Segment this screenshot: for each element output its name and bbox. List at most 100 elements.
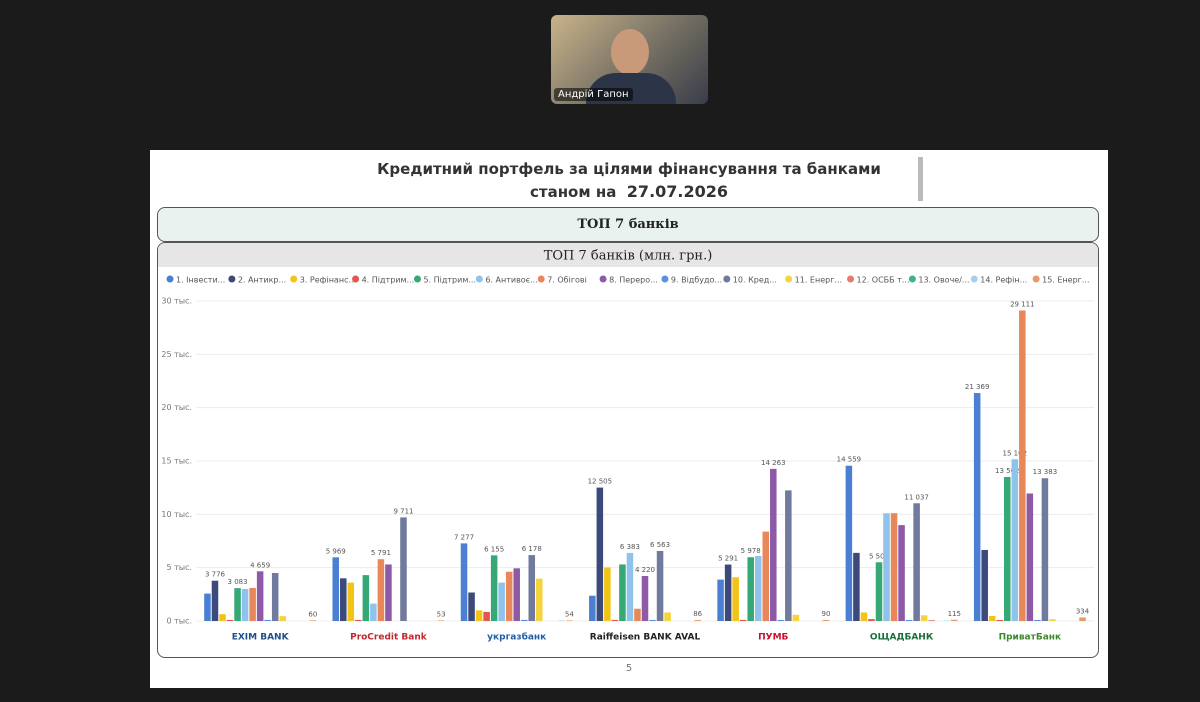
bar bbox=[1019, 310, 1026, 621]
legend-label: 10. Кред... bbox=[733, 276, 777, 285]
legend-swatch bbox=[847, 275, 855, 283]
bar bbox=[256, 571, 264, 621]
bar bbox=[920, 615, 928, 621]
data-label: 15 162 bbox=[1003, 449, 1028, 457]
chart-header bbox=[158, 243, 1098, 267]
bar bbox=[332, 557, 340, 621]
slide: Кредитний портфель за цілями фінансуванн… bbox=[150, 150, 1108, 688]
legend-swatch bbox=[352, 275, 360, 283]
bar bbox=[566, 620, 573, 621]
bar bbox=[754, 555, 762, 621]
data-label: 5 291 bbox=[718, 555, 738, 563]
data-label: 12 505 bbox=[588, 478, 613, 486]
legend-label: 11. Енерг... bbox=[795, 276, 842, 285]
bar bbox=[271, 573, 279, 621]
x-tick-label: ОЩАДБАНК bbox=[870, 633, 934, 643]
bar bbox=[204, 593, 211, 621]
bar bbox=[1041, 478, 1049, 621]
bar bbox=[694, 620, 701, 621]
legend-swatch bbox=[970, 275, 978, 283]
x-tick-label: ПУМБ bbox=[758, 633, 788, 643]
bar bbox=[279, 616, 286, 621]
legend-label: 4. Підтрим... bbox=[362, 276, 415, 285]
legend-swatch bbox=[1032, 275, 1040, 283]
x-tick-label: Raiffeisen BANK AVAL bbox=[590, 633, 701, 643]
legend-label: 5. Підтрим... bbox=[423, 276, 476, 285]
bar bbox=[362, 575, 370, 621]
bar bbox=[641, 575, 649, 621]
legend-swatch bbox=[908, 275, 916, 283]
bar bbox=[370, 603, 377, 621]
slide-subtitle: станом на 27.07.2026 bbox=[150, 182, 1108, 201]
y-tick-label: 0 тыс. bbox=[166, 617, 192, 626]
bar bbox=[626, 552, 634, 621]
bar bbox=[400, 517, 407, 621]
data-label: 53 bbox=[437, 610, 446, 618]
bar bbox=[973, 393, 981, 621]
data-label: 60 bbox=[308, 610, 317, 618]
data-label: 4 220 bbox=[635, 566, 655, 574]
bar bbox=[490, 555, 498, 621]
bar bbox=[981, 549, 988, 621]
bar bbox=[724, 564, 732, 621]
legend-swatch bbox=[290, 275, 298, 283]
bar bbox=[309, 620, 317, 621]
bar bbox=[792, 614, 800, 621]
legend-swatch bbox=[413, 275, 421, 283]
legend-label: 1. Інвести... bbox=[176, 276, 225, 285]
bar bbox=[1026, 493, 1034, 621]
bar bbox=[385, 564, 392, 621]
bar bbox=[468, 592, 475, 621]
legend-label: 3. Рефінанс... bbox=[300, 276, 356, 285]
x-tick-label: EXIM BANK bbox=[232, 633, 290, 643]
data-label: 13 383 bbox=[1033, 468, 1058, 476]
data-label: 29 111 bbox=[1010, 300, 1035, 308]
bar bbox=[634, 608, 641, 621]
legend-label: 9. Відбудо... bbox=[671, 276, 722, 285]
bar bbox=[1049, 619, 1056, 621]
bar bbox=[860, 612, 868, 621]
legend-label: 14. Рефін... bbox=[980, 276, 1027, 285]
subtitle-date: 27.07.2026 bbox=[626, 182, 729, 201]
bar bbox=[377, 559, 385, 621]
bar bbox=[619, 564, 626, 621]
data-label: 6 155 bbox=[484, 545, 504, 553]
bar bbox=[996, 619, 1004, 621]
legend-swatch bbox=[166, 275, 174, 283]
bar bbox=[905, 619, 913, 621]
data-label: 90 bbox=[822, 610, 831, 618]
legend-swatch bbox=[599, 275, 607, 283]
bar bbox=[928, 620, 935, 621]
bar bbox=[890, 513, 898, 621]
legend-label: 7. Обігові bbox=[547, 276, 587, 285]
bar bbox=[1079, 617, 1086, 621]
bar bbox=[649, 619, 656, 621]
y-tick-label: 25 тыс. bbox=[161, 350, 192, 359]
bar bbox=[589, 595, 596, 621]
bar bbox=[1011, 459, 1019, 621]
legend-label: 15. Енерг... bbox=[1042, 276, 1089, 285]
legend-label: 2. Антикр... bbox=[238, 276, 286, 285]
legend-label: 6. Антивоє... bbox=[485, 276, 537, 285]
data-label: 5 978 bbox=[741, 547, 761, 555]
data-label: 5 791 bbox=[371, 549, 391, 557]
bar bbox=[249, 587, 256, 621]
y-tick-label: 20 тыс. bbox=[161, 403, 192, 412]
chart-box: ТОП 7 банків (млн. грн.) 1. Інвести... 2.… bbox=[157, 242, 1099, 658]
data-label: 21 369 bbox=[965, 383, 990, 391]
data-label: 86 bbox=[693, 610, 702, 618]
bar bbox=[355, 619, 362, 621]
bar bbox=[264, 619, 271, 621]
bar bbox=[219, 614, 226, 621]
x-tick-label: укргазбанк bbox=[487, 632, 546, 643]
bar bbox=[822, 620, 830, 621]
legend-swatch bbox=[785, 275, 793, 283]
chart: ТОП 7 банків (млн. грн.) 1. Інвести... 2.… bbox=[158, 243, 1098, 643]
bar bbox=[513, 568, 520, 621]
legend-swatch bbox=[661, 275, 669, 283]
bar bbox=[1034, 619, 1041, 621]
video-tile[interactable]: Андрій Гапон bbox=[551, 15, 708, 104]
data-label: 6 178 bbox=[522, 545, 542, 553]
legend-swatch bbox=[537, 275, 545, 283]
bar bbox=[234, 588, 241, 621]
